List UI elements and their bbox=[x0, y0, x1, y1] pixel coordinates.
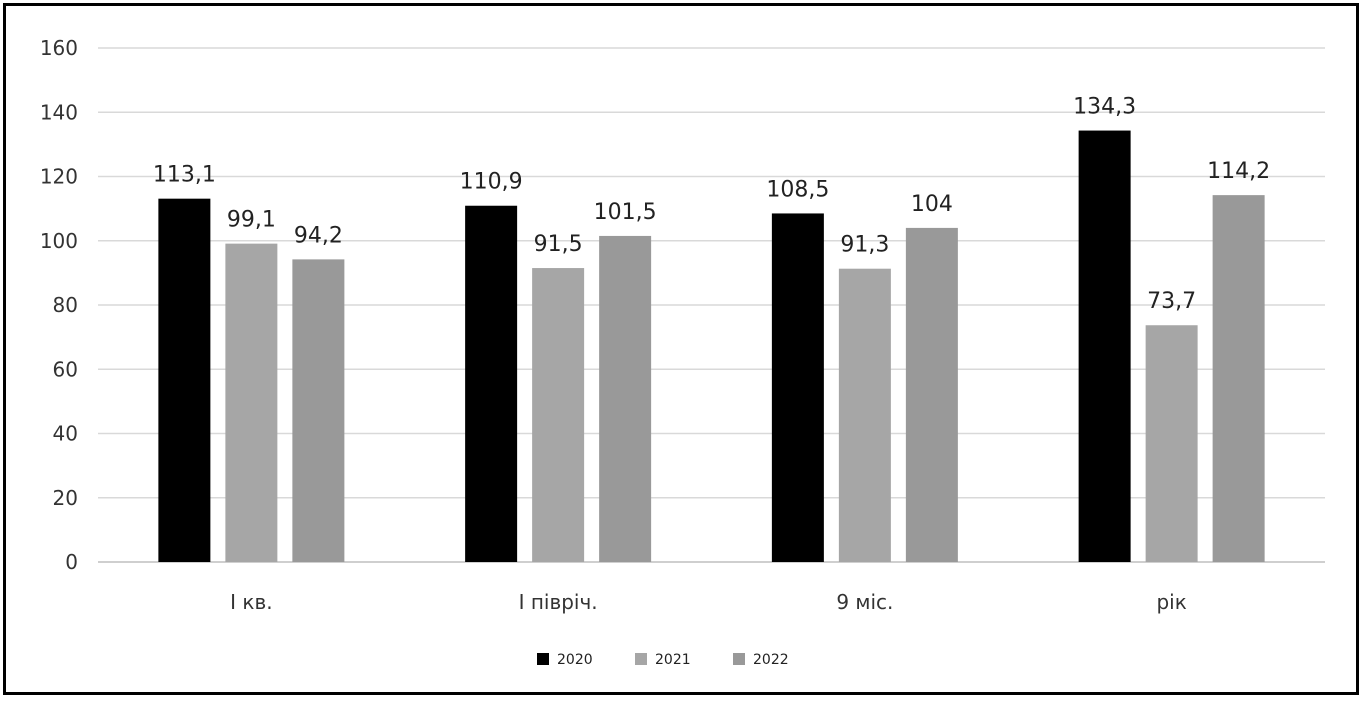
legend-swatch-2021 bbox=[635, 653, 647, 665]
x-category-label-0: І кв. bbox=[230, 590, 272, 614]
data-label-2021-3: 73,7 bbox=[1147, 289, 1196, 314]
data-label-2021-0: 99,1 bbox=[227, 208, 276, 233]
y-tick-100: 100 bbox=[40, 229, 78, 253]
y-tick-80: 80 bbox=[53, 293, 78, 317]
data-label-2021-2: 91,3 bbox=[840, 233, 889, 258]
data-label-2022-2: 104 bbox=[911, 192, 953, 217]
x-category-label-2: 9 міс. bbox=[836, 590, 893, 614]
data-label-2022-0: 94,2 bbox=[294, 223, 343, 248]
y-tick-60: 60 bbox=[53, 357, 78, 381]
legend-swatch-2022 bbox=[733, 653, 745, 665]
y-axis-tick-labels: 0 20 40 60 80 100 120 140 160 bbox=[40, 36, 78, 574]
data-label-2022-1: 101,5 bbox=[594, 200, 657, 225]
y-tick-120: 120 bbox=[40, 165, 78, 189]
bar-2021-3 bbox=[1146, 325, 1198, 562]
gridlines bbox=[98, 48, 1325, 562]
y-tick-0: 0 bbox=[65, 550, 78, 574]
data-label-2020-3: 134,3 bbox=[1073, 95, 1136, 120]
x-category-label-1: І півріч. bbox=[519, 590, 598, 614]
bar-2022-3 bbox=[1213, 195, 1265, 562]
bar-2020-1 bbox=[465, 206, 517, 562]
legend-label-2021: 2021 bbox=[655, 652, 691, 668]
legend-label-2022: 2022 bbox=[753, 652, 789, 668]
legend-label-2020: 2020 bbox=[557, 652, 593, 668]
y-tick-40: 40 bbox=[53, 422, 78, 446]
bar-2022-0 bbox=[292, 259, 344, 562]
x-category-label-3: рік bbox=[1156, 590, 1186, 614]
bar-2020-3 bbox=[1079, 131, 1131, 562]
bar-2022-1 bbox=[599, 236, 651, 562]
bar-2021-1 bbox=[532, 268, 584, 562]
legend: 2020 2021 2022 bbox=[537, 652, 789, 668]
y-tick-140: 140 bbox=[40, 100, 78, 124]
bar-2020-0 bbox=[158, 199, 210, 562]
bar-2022-2 bbox=[906, 228, 958, 562]
bar-2021-0 bbox=[225, 244, 277, 562]
data-label-2021-1: 91,5 bbox=[534, 232, 583, 257]
y-tick-20: 20 bbox=[53, 486, 78, 510]
data-label-2022-3: 114,2 bbox=[1207, 159, 1270, 184]
bar-2020-2 bbox=[772, 213, 824, 562]
data-label-2020-0: 113,1 bbox=[153, 163, 216, 188]
bar-2021-2 bbox=[839, 269, 891, 562]
data-label-2020-2: 108,5 bbox=[766, 177, 829, 202]
x-axis-category-labels: І кв. І півріч. 9 міс. рік bbox=[230, 590, 1187, 614]
legend-swatch-2020 bbox=[537, 653, 549, 665]
y-tick-160: 160 bbox=[40, 36, 78, 60]
data-label-2020-1: 110,9 bbox=[460, 170, 523, 195]
